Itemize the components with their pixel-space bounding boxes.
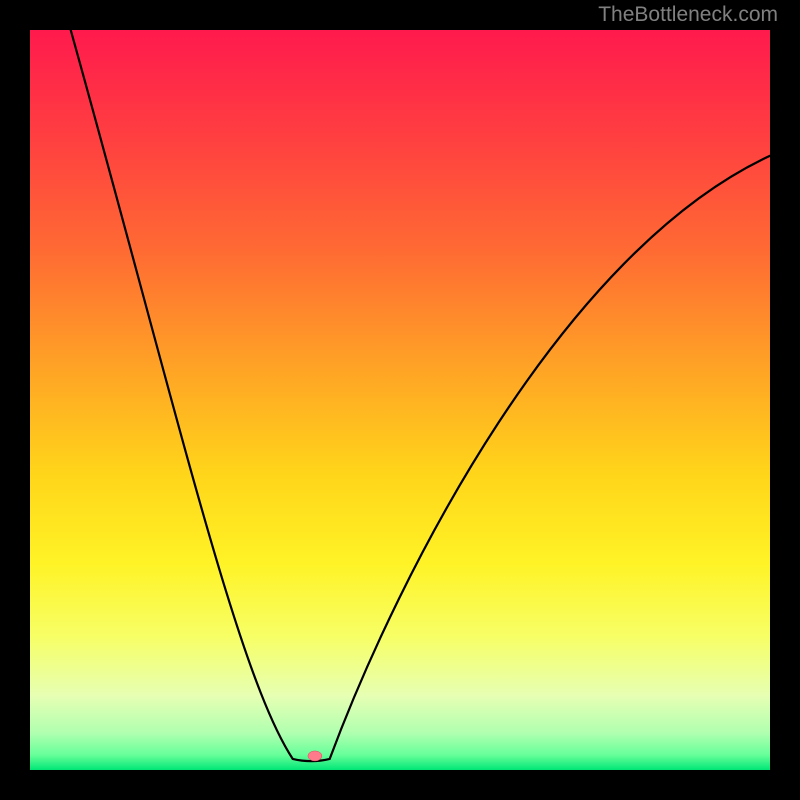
optimum-marker	[308, 751, 322, 761]
watermark-text: TheBottleneck.com	[598, 3, 778, 27]
plot-svg	[30, 30, 770, 770]
plot-area	[30, 30, 770, 770]
gradient-background	[30, 30, 770, 770]
chart-container: TheBottleneck.com	[0, 0, 800, 800]
